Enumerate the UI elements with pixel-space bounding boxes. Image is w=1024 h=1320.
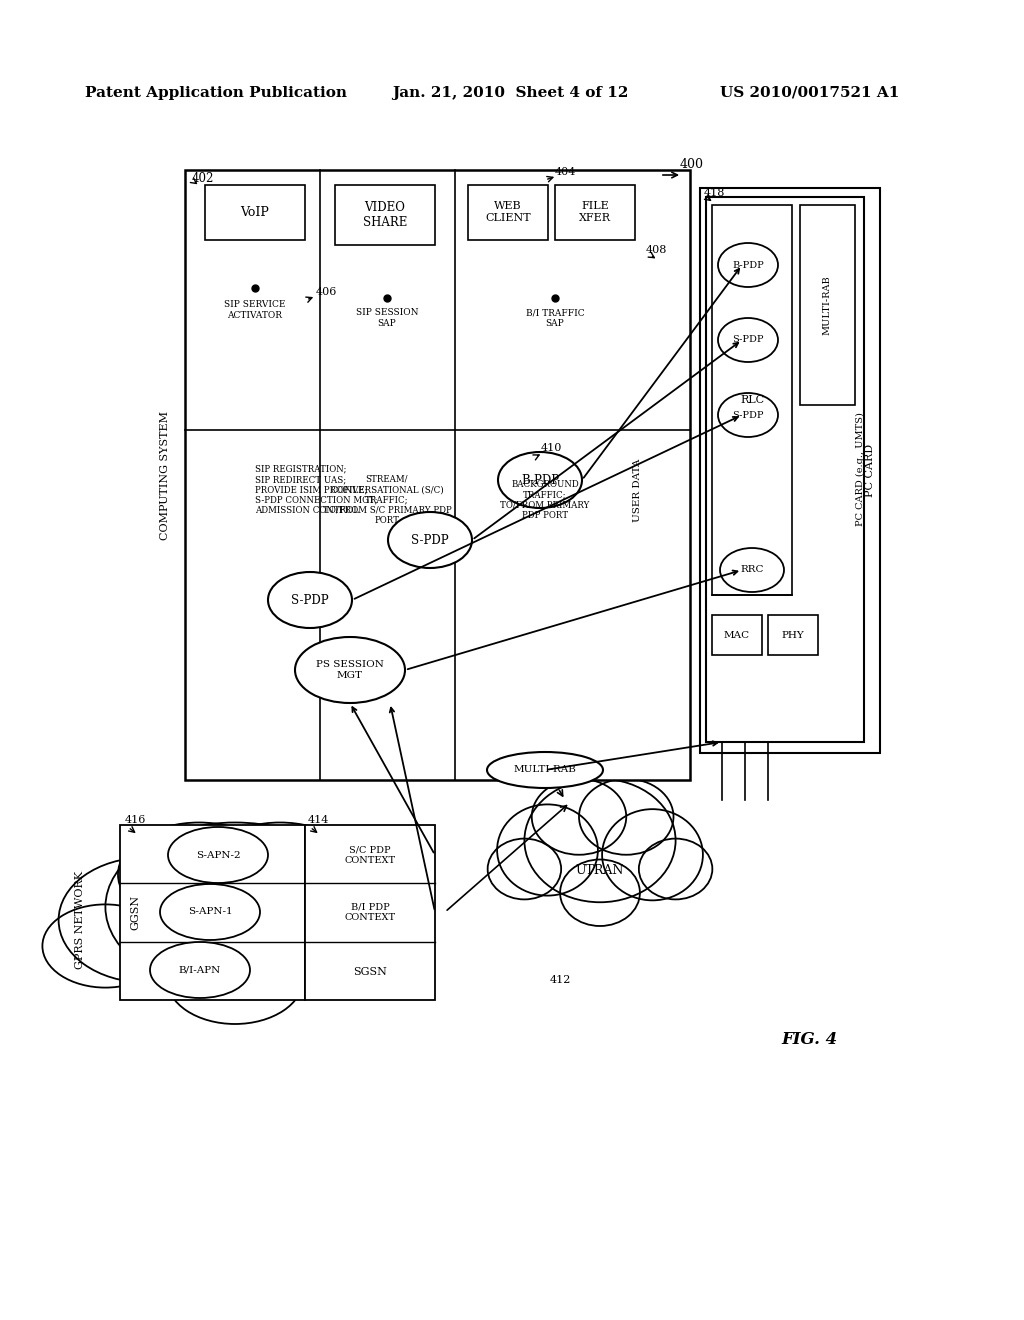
Ellipse shape	[720, 548, 784, 591]
Ellipse shape	[295, 638, 406, 704]
Text: BACKGROUND
TRAFFIC;
TO/FROM PRIMARY
PDP PORT: BACKGROUND TRAFFIC; TO/FROM PRIMARY PDP …	[501, 480, 590, 520]
Text: STREAM/
CONVERSATIONAL (S/C)
TRAFFIC;
TO/FROM S/C PRIMARY PDP
PORT: STREAM/ CONVERSATIONAL (S/C) TRAFFIC; TO…	[323, 475, 452, 525]
Bar	[305, 825, 435, 1001]
Ellipse shape	[58, 858, 231, 982]
Bar	[468, 185, 548, 240]
Text: B-PDP: B-PDP	[521, 474, 559, 487]
Bar	[800, 205, 855, 405]
Ellipse shape	[487, 752, 603, 788]
Text: MULTI-RAB: MULTI-RAB	[822, 275, 831, 335]
Text: FIG. 4: FIG. 4	[782, 1031, 838, 1048]
Ellipse shape	[498, 451, 582, 508]
Text: SGSN: SGSN	[353, 968, 387, 977]
Text: S-PDP: S-PDP	[732, 411, 764, 420]
Text: 408: 408	[646, 246, 668, 255]
Text: S-APN-2: S-APN-2	[196, 850, 241, 859]
Ellipse shape	[118, 822, 280, 927]
Ellipse shape	[168, 828, 268, 883]
Text: S-PDP: S-PDP	[291, 594, 329, 606]
Text: VoIP: VoIP	[241, 206, 269, 219]
Ellipse shape	[531, 779, 627, 855]
Ellipse shape	[718, 243, 778, 286]
Ellipse shape	[239, 865, 412, 989]
Text: S-PDP: S-PDP	[732, 335, 764, 345]
Text: SIP SESSION
SAP: SIP SESSION SAP	[355, 309, 418, 327]
Text: UTRAN: UTRAN	[575, 863, 625, 876]
Text: 402: 402	[193, 172, 214, 185]
Bar	[712, 205, 792, 595]
Text: 404: 404	[555, 168, 577, 177]
Text: Jan. 21, 2010  Sheet 4 of 12: Jan. 21, 2010 Sheet 4 of 12	[392, 86, 629, 100]
Ellipse shape	[718, 318, 778, 362]
Ellipse shape	[388, 512, 472, 568]
Ellipse shape	[302, 904, 428, 987]
Text: B/I PDP
CONTEXT: B/I PDP CONTEXT	[344, 903, 395, 921]
Text: Patent Application Publication: Patent Application Publication	[85, 86, 347, 100]
Text: 418: 418	[705, 187, 725, 198]
Ellipse shape	[497, 804, 598, 895]
Text: USER DATA: USER DATA	[634, 458, 642, 521]
Ellipse shape	[579, 779, 674, 855]
Text: B-PDP: B-PDP	[732, 260, 764, 269]
Ellipse shape	[718, 393, 778, 437]
Text: B/I-APN: B/I-APN	[179, 965, 221, 974]
Ellipse shape	[560, 859, 640, 927]
Text: PC CARD (e.g., UMTS): PC CARD (e.g., UMTS)	[855, 412, 864, 525]
Text: MULTI-RAB: MULTI-RAB	[514, 766, 577, 775]
Text: WEB
CLIENT: WEB CLIENT	[485, 201, 530, 223]
Ellipse shape	[602, 809, 702, 900]
Text: PC CARD: PC CARD	[865, 444, 874, 496]
Text: US 2010/0017521 A1: US 2010/0017521 A1	[720, 86, 899, 100]
Bar	[205, 185, 305, 240]
Ellipse shape	[639, 838, 713, 899]
Text: PS SESSION
MGT: PS SESSION MGT	[316, 660, 384, 680]
Text: SIP SERVICE
ACTIVATOR: SIP SERVICE ACTIVATOR	[224, 300, 286, 319]
Ellipse shape	[160, 884, 260, 940]
Ellipse shape	[487, 838, 561, 899]
Text: COMPUTING SYSTEM: COMPUTING SYSTEM	[160, 411, 170, 540]
Text: PHY: PHY	[781, 631, 805, 639]
Ellipse shape	[199, 822, 361, 927]
Text: GPRS NETWORK: GPRS NETWORK	[75, 871, 85, 969]
Ellipse shape	[268, 572, 352, 628]
Text: RLC: RLC	[740, 395, 764, 405]
Text: S-APN-1: S-APN-1	[187, 908, 232, 916]
Bar	[120, 825, 305, 1001]
Bar	[335, 185, 435, 246]
Text: RRC: RRC	[740, 565, 764, 574]
Text: S-PDP: S-PDP	[412, 533, 449, 546]
Ellipse shape	[105, 822, 365, 991]
Text: VIDEO
SHARE: VIDEO SHARE	[362, 201, 408, 228]
Text: GGSN: GGSN	[130, 895, 140, 929]
Text: 412: 412	[550, 975, 571, 985]
Text: SIP REGISTRATION;
SIP REDIRECT UAS;
PROVIDE ISIM PROFILE;
S-PDP CONNECTION MGT;
: SIP REGISTRATION; SIP REDIRECT UAS; PROV…	[255, 465, 378, 515]
Bar	[185, 170, 690, 780]
Text: FILE
XFER: FILE XFER	[579, 201, 611, 223]
Text: MAC: MAC	[724, 631, 750, 639]
Text: 406: 406	[316, 286, 337, 297]
Text: 410: 410	[541, 444, 562, 453]
Text: S/C PDP
CONTEXT: S/C PDP CONTEXT	[344, 845, 395, 865]
Text: 416: 416	[125, 814, 146, 825]
Ellipse shape	[42, 904, 168, 987]
Ellipse shape	[167, 933, 303, 1024]
Ellipse shape	[524, 779, 676, 903]
Bar	[768, 615, 818, 655]
Bar	[555, 185, 635, 240]
Text: 414: 414	[308, 814, 330, 825]
Ellipse shape	[150, 942, 250, 998]
Bar	[712, 615, 762, 655]
Bar	[706, 197, 864, 742]
Text: 400: 400	[680, 158, 705, 172]
Text: B/I TRAFFIC
SAP: B/I TRAFFIC SAP	[525, 309, 585, 327]
Bar	[700, 187, 880, 752]
